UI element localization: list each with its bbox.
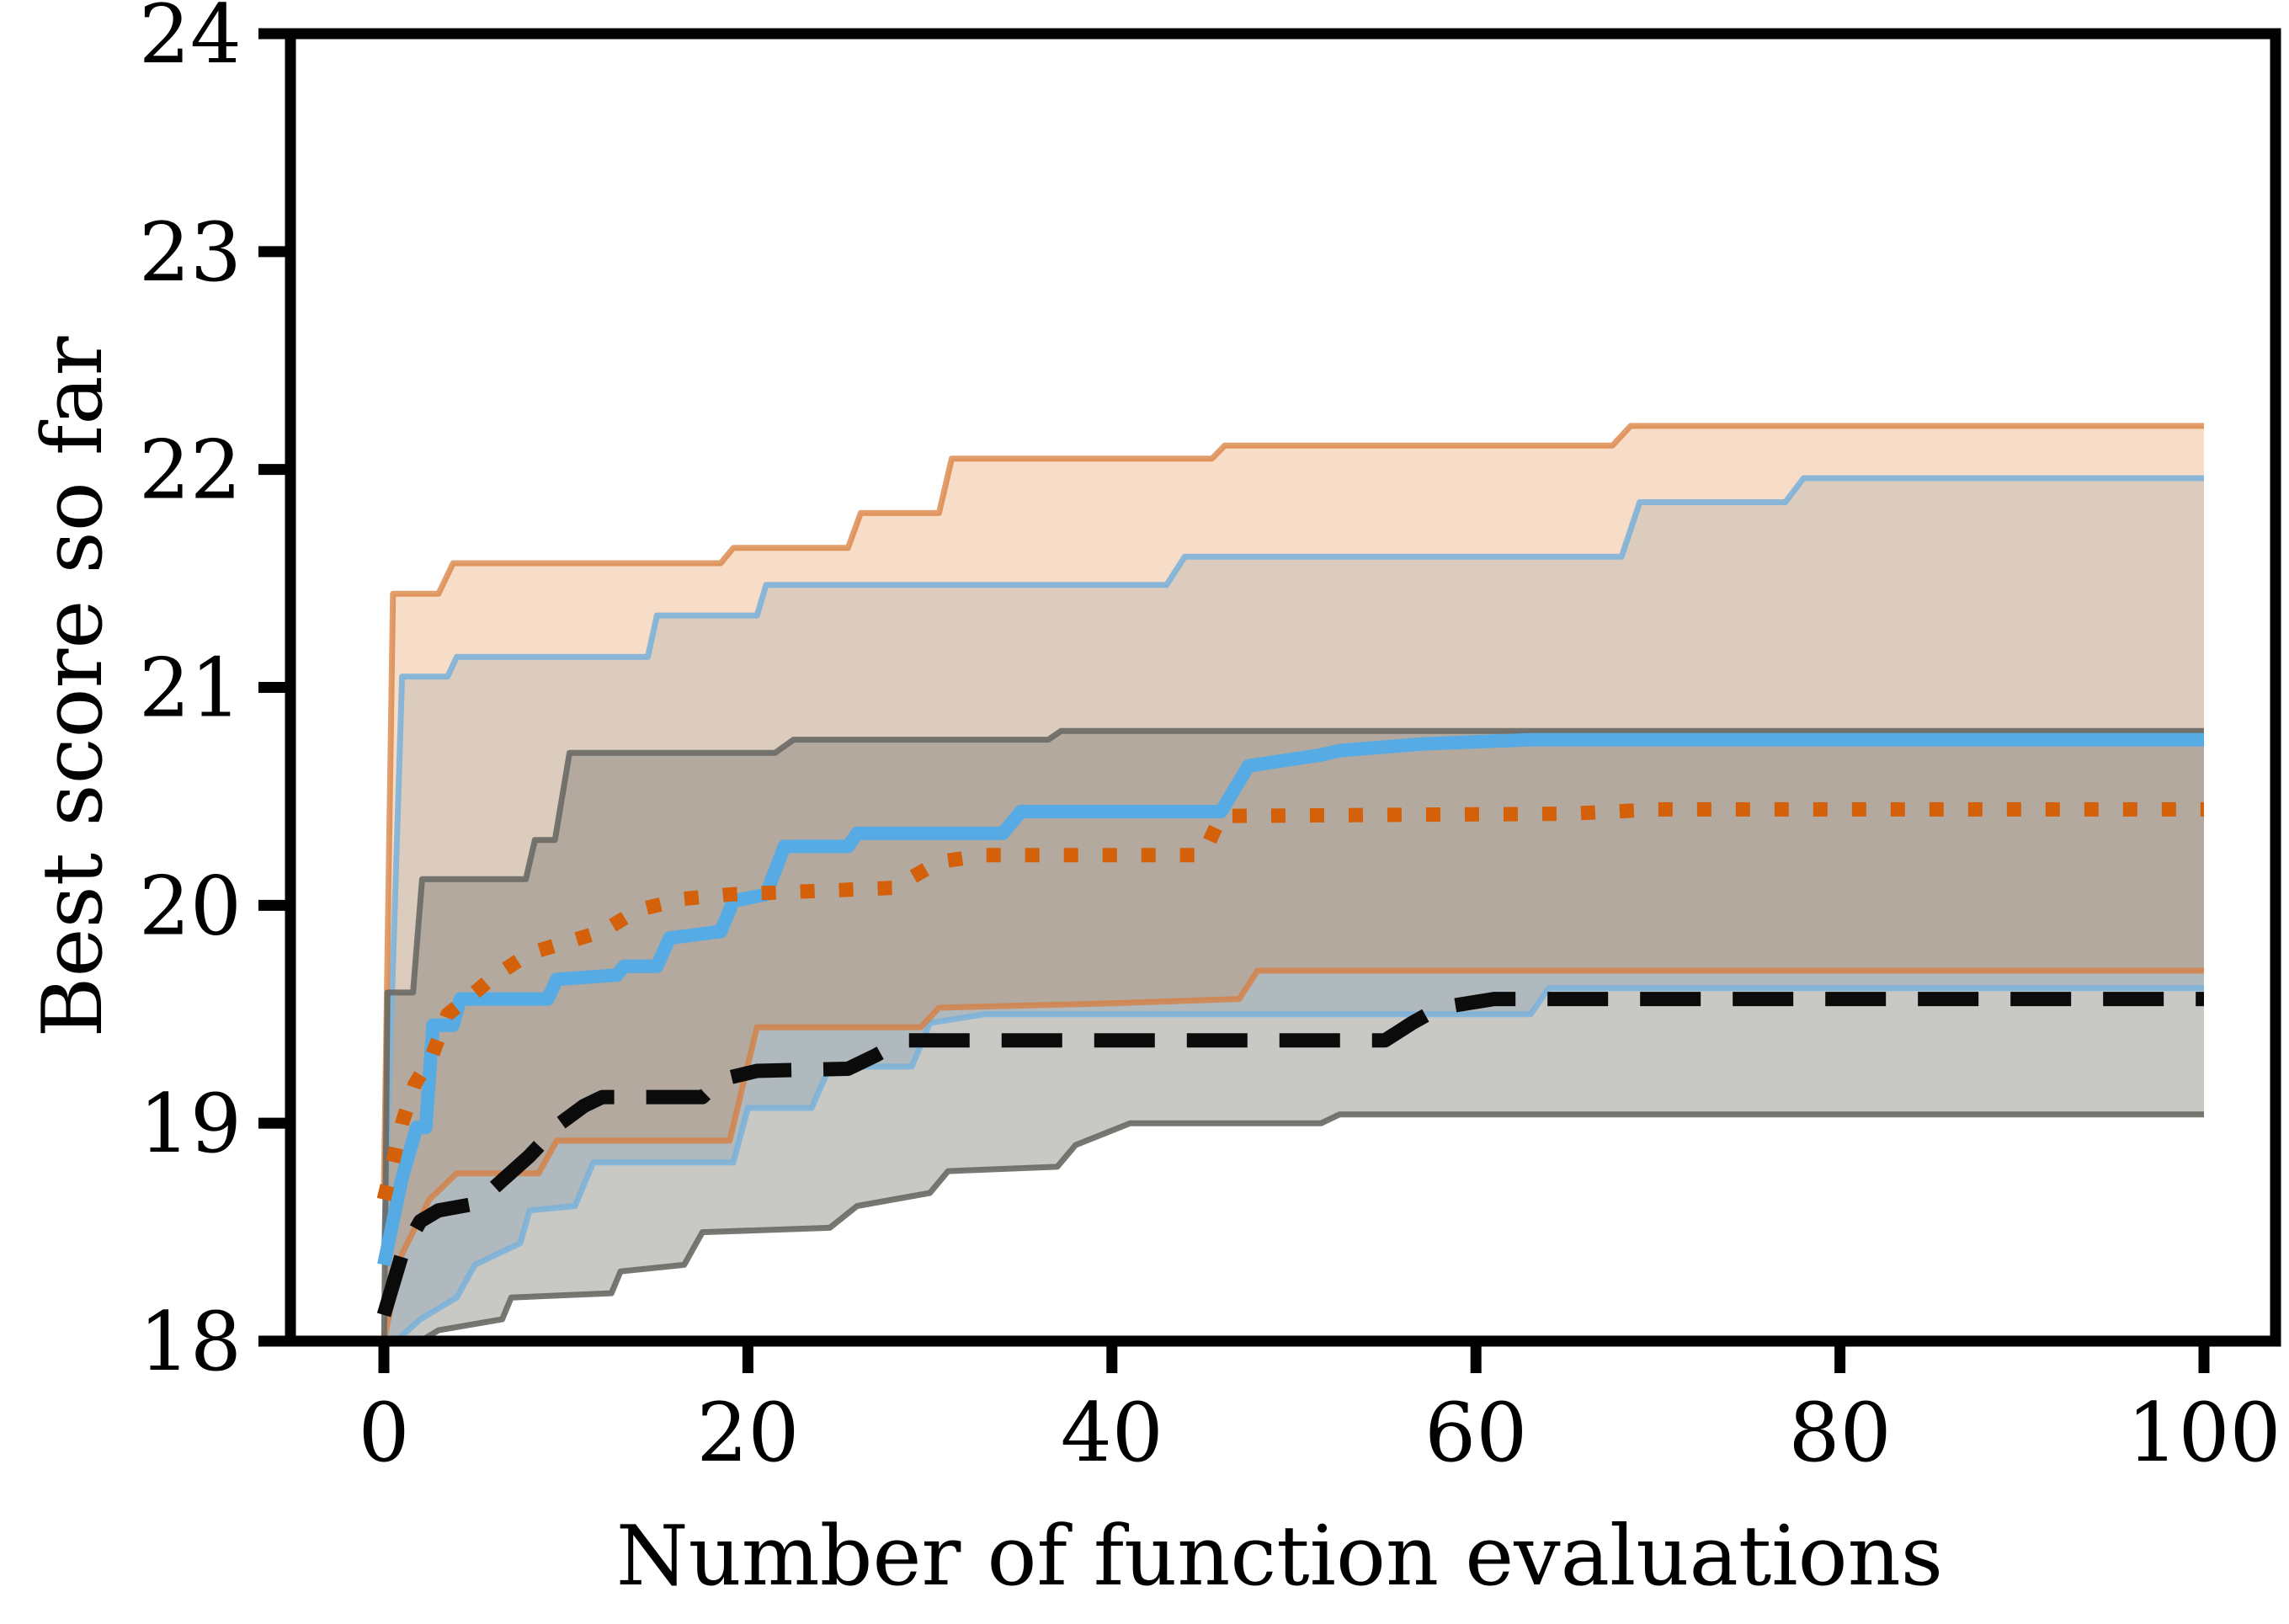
band-edges-layer	[381, 423, 2204, 1341]
band-lower-edge-black-dashed	[414, 1111, 2204, 1341]
y-tick-label: 20	[139, 859, 242, 953]
confidence-bands-layer	[384, 425, 2204, 1341]
x-tick-label: 40	[1061, 1386, 1163, 1480]
band-fill-blue-solid	[384, 478, 2204, 1341]
band-fill-orange-dotted	[384, 425, 2204, 1341]
series-line-black-dashed	[376, 992, 2204, 1318]
x-tick-label: 60	[1424, 1386, 1527, 1480]
y-tick-label: 21	[139, 642, 242, 736]
x-tick-label: 20	[696, 1386, 799, 1480]
x-tick-label: 0	[358, 1386, 409, 1480]
series-line-orange-dotted	[376, 801, 2204, 1201]
band-upper-edge-orange-dotted	[381, 423, 2204, 1189]
y-tick-label: 23	[139, 205, 242, 300]
band-lower-edge-blue-solid	[391, 985, 2204, 1341]
y-tick-label: 24	[139, 0, 242, 82]
band-upper-edge-black-dashed	[381, 727, 2204, 1341]
x-tick-label: 80	[1789, 1386, 1892, 1480]
y-tick-label: 22	[139, 423, 242, 518]
series-lines-layer	[376, 732, 2204, 1318]
band-upper-edge-blue-solid	[381, 475, 2204, 1254]
y-axis-label: Best score so far	[25, 336, 121, 1037]
x-axis: 0 20 40 60 80 100	[358, 1341, 2281, 1480]
y-tick-label: 18	[139, 1295, 242, 1389]
y-tick-label: 19	[139, 1077, 242, 1171]
y-axis: 18 19 20 21 22 23 24	[139, 0, 290, 1389]
x-axis-label: Number of function evaluations	[616, 1509, 1943, 1605]
x-tick-label: 100	[2127, 1386, 2281, 1480]
series-line-blue-solid	[377, 732, 2204, 1267]
